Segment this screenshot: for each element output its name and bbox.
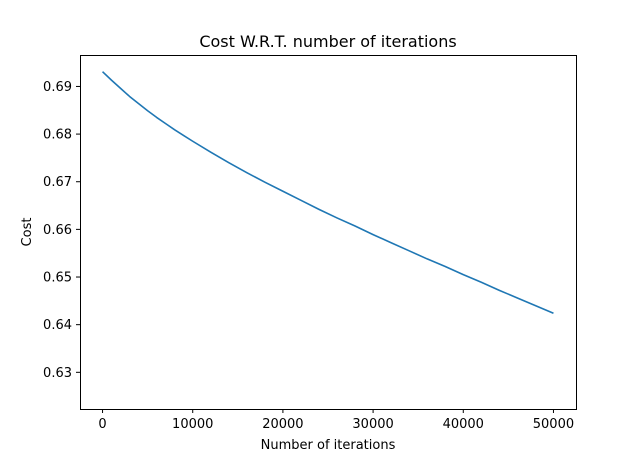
- x-tick-label: 40000: [443, 417, 484, 432]
- chart-title: Cost W.R.T. number of iterations: [199, 32, 456, 51]
- y-tick-label: 0.66: [43, 223, 72, 238]
- y-tick-label: 0.69: [43, 80, 72, 95]
- y-tick-label: 0.67: [43, 175, 72, 190]
- plot-area: [101, 71, 554, 314]
- x-tick-label: 20000: [262, 417, 303, 432]
- y-tick-label: 0.64: [43, 318, 72, 333]
- plot-frame: [80, 55, 577, 410]
- x-tick-label: 30000: [352, 417, 393, 432]
- x-axis-label: Number of iterations: [261, 438, 396, 453]
- x-tick-label: 50000: [533, 417, 574, 432]
- series-line-0: [101, 71, 554, 314]
- y-tick-label: 0.63: [43, 366, 72, 381]
- y-tick-label: 0.65: [43, 271, 72, 286]
- x-tick-label: 10000: [172, 417, 213, 432]
- x-axis: 0 10000 20000 30000 40000 50000: [98, 409, 574, 432]
- y-axis-label: Cost: [20, 218, 35, 247]
- x-tick-label: 0: [98, 417, 106, 432]
- y-tick-label: 0.68: [43, 128, 72, 143]
- y-axis: 0.63 0.64 0.65 0.66 0.67 0.68 0.69: [43, 80, 80, 381]
